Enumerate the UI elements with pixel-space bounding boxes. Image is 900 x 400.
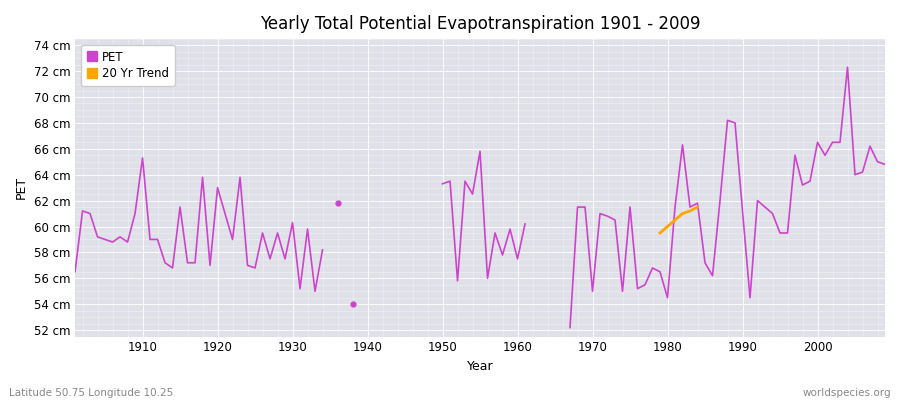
Title: Yearly Total Potential Evapotranspiration 1901 - 2009: Yearly Total Potential Evapotranspiratio… — [260, 15, 700, 33]
Legend: PET, 20 Yr Trend: PET, 20 Yr Trend — [81, 45, 176, 86]
Text: worldspecies.org: worldspecies.org — [803, 388, 891, 398]
X-axis label: Year: Year — [467, 360, 493, 373]
Y-axis label: PET: PET — [15, 176, 28, 199]
Text: Latitude 50.75 Longitude 10.25: Latitude 50.75 Longitude 10.25 — [9, 388, 173, 398]
